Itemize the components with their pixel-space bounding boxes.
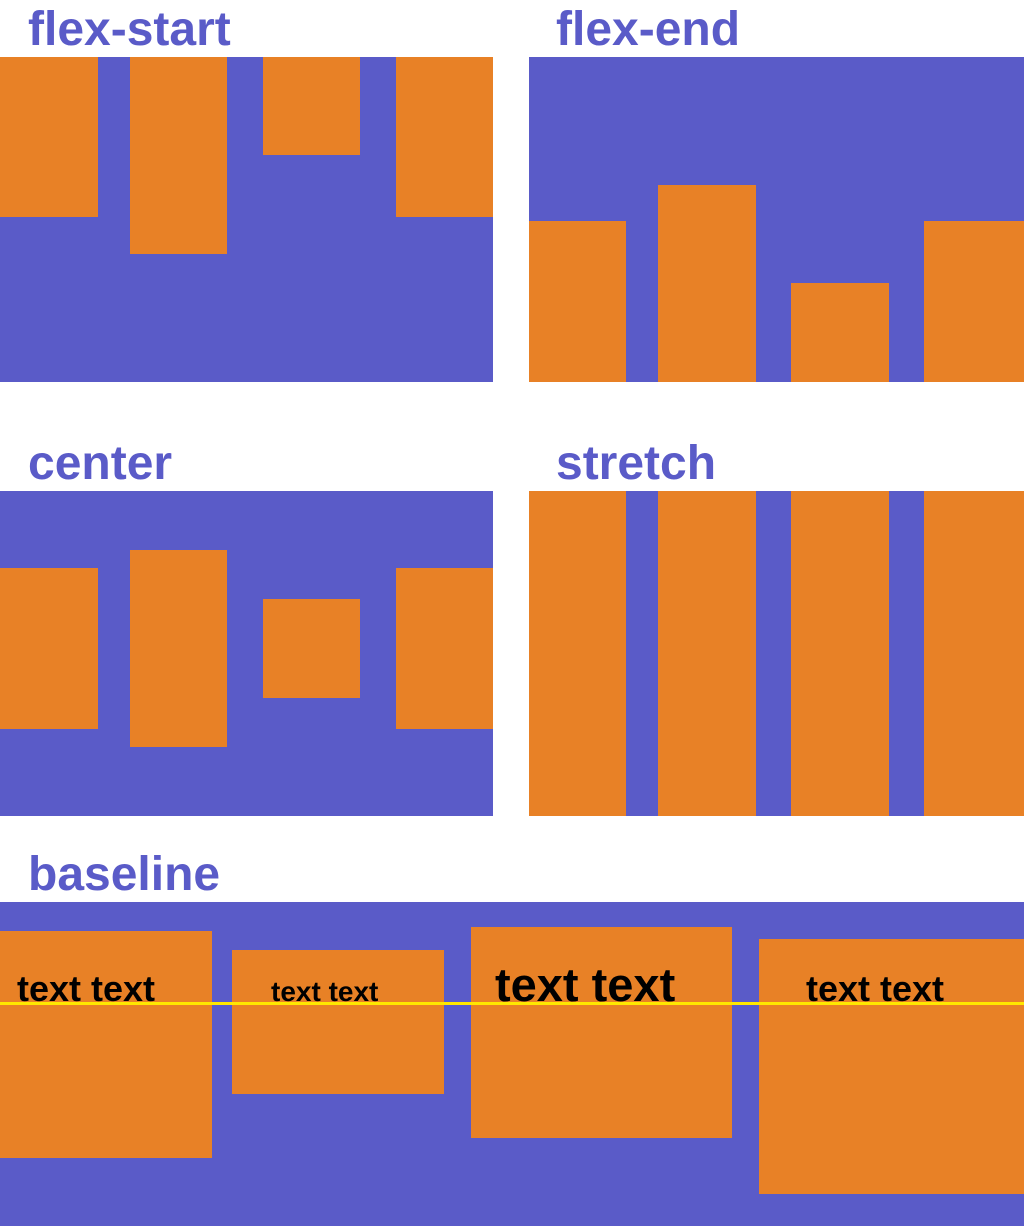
baseline-item-4: [759, 939, 1024, 1194]
flex-start-container: [0, 57, 493, 382]
stretch-container: [529, 491, 1024, 816]
baseline-item-3: [471, 927, 732, 1138]
baseline-item-3-text: text text: [495, 958, 676, 1011]
baseline-guide-line: [0, 1002, 1024, 1005]
flex-start-item-1: [0, 57, 98, 217]
flex-end-container: [529, 57, 1024, 382]
flex-end-title: flex-end: [556, 3, 741, 56]
baseline-container: text text text text text text text text: [0, 902, 1024, 1226]
baseline-item-1: [0, 931, 212, 1158]
baseline-item-4-text: text text: [806, 968, 945, 1009]
stretch-item-4: [924, 491, 1024, 816]
flex-start-item-3: [263, 57, 360, 155]
center-item-4: [396, 568, 493, 729]
center-container: [0, 491, 493, 816]
flex-end-item-3: [791, 283, 889, 382]
stretch-item-2: [658, 491, 756, 816]
flex-end-item-1: [529, 221, 626, 382]
flex-end-item-4: [924, 221, 1024, 382]
baseline-item-2: [232, 950, 444, 1094]
flex-start-title: flex-start: [28, 3, 231, 56]
stretch-item-3: [791, 491, 889, 816]
center-item-3: [263, 599, 360, 698]
center-item-1: [0, 568, 98, 729]
center-item-2: [130, 550, 227, 747]
flex-start-item-2: [130, 57, 227, 254]
baseline-title: baseline: [28, 848, 221, 901]
stretch-item-1: [529, 491, 626, 816]
flex-start-item-4: [396, 57, 493, 217]
stretch-title: stretch: [556, 437, 717, 490]
flex-end-item-2: [658, 185, 756, 382]
center-title: center: [28, 437, 173, 490]
baseline-item-2-text: text text: [271, 976, 379, 1007]
baseline-item-1-text: text text: [17, 968, 156, 1009]
